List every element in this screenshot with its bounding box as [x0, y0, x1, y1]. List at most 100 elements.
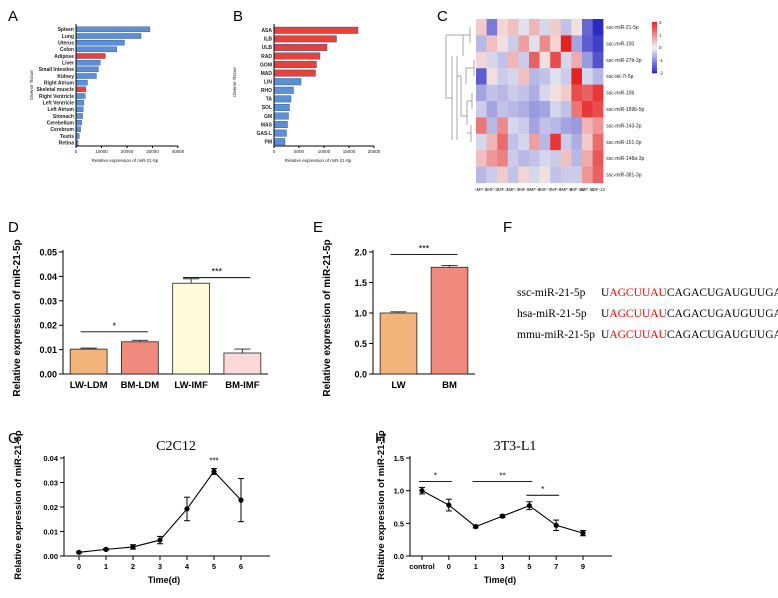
heatmap-cell	[571, 19, 583, 36]
category-label: LIN	[264, 80, 272, 86]
y-tick-label: 0.0	[354, 370, 367, 380]
heatmap-cell	[539, 166, 551, 184]
y-tick-label: 0.05	[39, 248, 57, 258]
heatmap-col-label: IMF-2	[486, 187, 498, 192]
x-tick-label: 3	[500, 562, 504, 571]
bar-ilb	[273, 35, 337, 43]
heatmap-cell	[550, 117, 561, 134]
heatmap-cell	[529, 133, 540, 151]
data-point	[76, 549, 82, 555]
color-scale-step	[652, 64, 657, 66]
color-scale-step	[652, 34, 657, 37]
bar-lin	[273, 78, 302, 86]
category-label: ULB	[262, 45, 273, 51]
panel-a-xlabel: Relative expression of miR-21-5p	[92, 158, 159, 163]
panel-label-g: G	[8, 430, 20, 447]
heatmap-cell	[476, 35, 487, 52]
bar-liver	[75, 59, 101, 66]
category-label: Right Ventricle	[39, 94, 74, 100]
x-tick-label: 2	[131, 562, 135, 571]
heatmap-cell	[486, 19, 498, 36]
heatmap-cell	[560, 84, 572, 102]
heatmap-cell	[529, 101, 540, 118]
color-scale-step	[652, 54, 657, 56]
bar-rad	[273, 52, 321, 60]
mirna-heatmap-c: ssc-miR-21-5p ssc-miR-100 ssc-miR-27b-3p ss…	[445, 19, 663, 192]
heatmap-cell	[539, 35, 551, 52]
color-scale-step	[652, 27, 657, 29]
bar-lung	[75, 33, 142, 39]
data-point	[157, 537, 163, 543]
heatmap-cell	[560, 68, 572, 85]
color-scale-step	[652, 38, 657, 41]
color-scale-step	[652, 47, 657, 49]
significance-marker: *	[112, 321, 116, 331]
heatmap-cell	[486, 68, 498, 85]
heatmap-cell	[539, 101, 551, 118]
heatmap-cell	[560, 19, 572, 36]
panel-label-c: C	[437, 8, 448, 25]
category-label: Stomach	[53, 114, 74, 120]
color-scale-step	[652, 42, 657, 44]
y-tick-label: 1.0	[354, 309, 367, 319]
heatmap-col-label: IMF-10	[570, 187, 585, 192]
bar-kidney	[75, 73, 97, 79]
heatmap-cell	[497, 19, 508, 36]
heatmap-cell	[582, 84, 593, 102]
heatmap-cell	[507, 166, 519, 184]
color-scale-step	[652, 23, 657, 25]
heatmap-cell	[486, 84, 498, 102]
category-label: TA	[266, 97, 273, 103]
bar-skeletal-muscle	[75, 86, 86, 93]
bar-cerebrum	[75, 126, 81, 133]
panel-b-ylabel: Diverse Tissue	[232, 67, 237, 97]
heatmap-row-label: ssc-miR-27b-3p	[606, 58, 642, 64]
panel-g-ylabel: Relative expression of miR-21-5p	[13, 430, 24, 580]
c2c12-time-course-chart: C2C12 Relative expression of miR-21-5p T…	[13, 430, 270, 585]
color-scale-step	[652, 55, 657, 57]
color-scale-step	[652, 59, 657, 61]
heatmap-cell	[497, 68, 508, 85]
heatmap-cell	[560, 133, 572, 151]
heatmap-cell	[592, 51, 604, 69]
y-tick-label: 0.00	[39, 370, 57, 380]
x-tick-label: 3	[158, 562, 162, 571]
panel-b-xlabel: Relative expression of miR-21-5p	[285, 158, 352, 163]
heatmap-col-label: IMF-1	[475, 187, 487, 192]
muscle-bar-chart-b: Diverse Tissue Relative expression of mi…	[232, 24, 381, 163]
color-scale-tick: 1	[659, 33, 662, 38]
heatmap-cell	[560, 101, 572, 118]
y-tick-label: 2.0	[354, 248, 367, 258]
heatmap-cell	[497, 133, 508, 151]
heatmap-cell	[507, 150, 519, 167]
category-label: Cerebellum	[47, 120, 75, 126]
heatmap-cell	[560, 166, 572, 184]
category-label: Retina	[59, 140, 75, 146]
3t3l1-time-course-chart: 3T3-L1 Relative expression of miR-21-5p …	[376, 430, 612, 585]
color-scale-step	[652, 66, 657, 69]
heatmap-row-label: ssc-miR-148a-3p	[606, 156, 644, 162]
x-category-label: BM	[442, 380, 457, 391]
heatmap-cell	[571, 101, 583, 118]
y-tick-label: 0.00	[43, 552, 58, 561]
color-scale-step	[652, 56, 657, 58]
x-tick-label: 0	[75, 149, 78, 154]
category-label: SOL	[262, 105, 272, 111]
heatmap-cell	[497, 166, 508, 184]
heatmap-cell	[518, 133, 530, 151]
color-scale-step	[652, 32, 657, 34]
bar-bm-ldm	[121, 341, 159, 375]
category-label: Uterus	[58, 40, 74, 46]
heatmap-cell	[592, 150, 604, 167]
x-tick-label: 20000	[121, 149, 134, 154]
color-scale-step	[652, 65, 657, 67]
heatmap-cell	[518, 68, 530, 85]
panel-label-h: H	[375, 430, 386, 447]
heatmap-cell	[497, 150, 508, 167]
category-label: MAS	[261, 122, 273, 128]
sequence-prefix: U	[601, 308, 610, 320]
bar-colon	[75, 46, 117, 53]
color-scale-step	[652, 48, 657, 51]
seed-sequence-alignment: ssc-miR-21-5p UAGCUUAUCAGACUGAUGUUGAhsa-m…	[517, 287, 778, 341]
data-point	[130, 544, 136, 550]
